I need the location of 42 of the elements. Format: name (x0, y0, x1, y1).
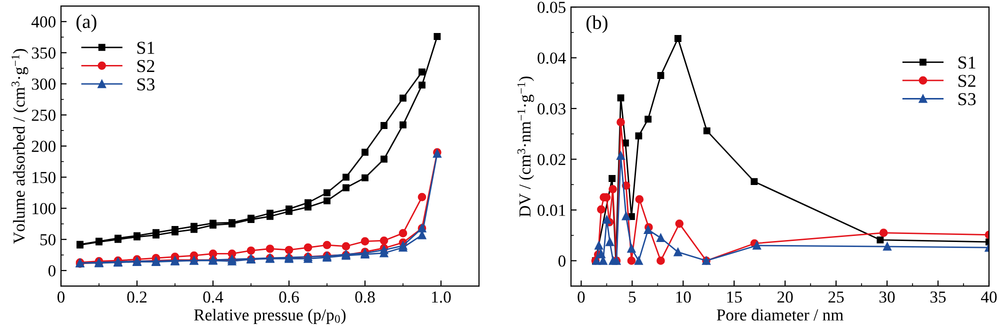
y-tick-label: 0.05 (538, 2, 566, 14)
legend-label: S1 (958, 56, 976, 69)
y-axis-title: DV / (cm$^{3}$·nm$^{−1}$·g$^{−1}$) (517, 76, 534, 217)
legend-label: S1 (137, 42, 154, 54)
x-tick-label: 0.8 (355, 291, 375, 303)
x-axis-title: Relative pressue (p/p$_{0}$) (194, 308, 346, 324)
y-tick-label: 100 (32, 202, 56, 214)
y-tick-label: 0.02 (538, 154, 566, 166)
annotation: (b) (586, 15, 608, 34)
y-axis-title: Volume adsorbed / (cm$^{3}$·g$^{−1}$) (12, 49, 28, 244)
annotation: (a) (76, 14, 96, 32)
legend-label: S2 (958, 74, 976, 87)
y-tick-label: 200 (32, 140, 56, 152)
x-tick-label: 35 (930, 291, 946, 303)
legend-label: S2 (137, 60, 154, 72)
y-tick-label: 0.03 (538, 103, 566, 115)
y-tick-label: 150 (32, 172, 56, 184)
y-tick-label: 350 (32, 47, 56, 59)
x-tick-label: 1.0 (432, 291, 451, 303)
y-tick-label: 400 (31, 16, 56, 28)
x-tick-label: 0 (57, 291, 65, 303)
y-tick-label: 0 (48, 265, 56, 276)
y-tick-label: 250 (32, 110, 56, 121)
x-tick-label: 40 (980, 291, 997, 303)
y-tick-label: 0 (558, 255, 566, 267)
legend-label: S3 (137, 78, 155, 90)
y-tick-label: 300 (32, 78, 56, 90)
x-tick-label: 20 (777, 291, 793, 303)
x-tick-label: 0 (578, 291, 585, 303)
y-tick-label: 50 (40, 234, 56, 246)
y-tick-label: 0.01 (538, 204, 566, 216)
y-tick-label: 0.04 (538, 52, 566, 64)
x-tick-label: 10 (676, 291, 691, 303)
x-axis-title: Pore diameter / nm (716, 308, 844, 321)
x-tick-label: 30 (880, 291, 895, 303)
x-tick-label: 15 (727, 292, 742, 303)
x-tick-label: 25 (828, 291, 844, 303)
x-tick-label: 0.6 (279, 291, 299, 303)
x-tick-label: 0.4 (203, 291, 224, 303)
legend-label: S3 (958, 93, 976, 106)
x-tick-label: 5 (628, 292, 636, 303)
x-tick-label: 0.2 (127, 291, 146, 303)
